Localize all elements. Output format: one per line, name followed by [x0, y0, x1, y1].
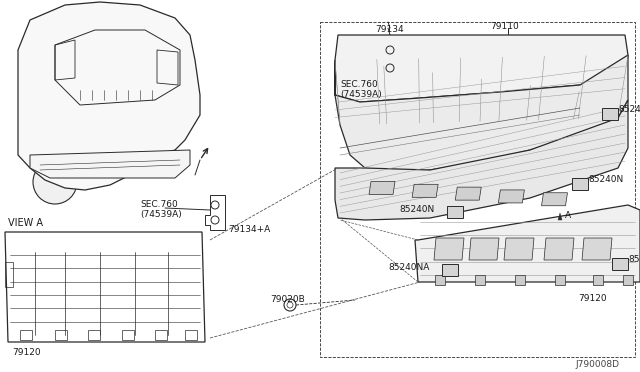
- Polygon shape: [602, 108, 618, 120]
- Polygon shape: [499, 190, 524, 203]
- Polygon shape: [593, 275, 603, 285]
- Text: 79120: 79120: [578, 294, 607, 303]
- Polygon shape: [447, 206, 463, 218]
- Polygon shape: [442, 264, 458, 276]
- Polygon shape: [544, 238, 574, 260]
- Polygon shape: [623, 275, 633, 285]
- Text: 79134+A: 79134+A: [228, 225, 270, 234]
- Polygon shape: [572, 178, 588, 190]
- Text: J790008D: J790008D: [575, 360, 619, 369]
- Polygon shape: [469, 238, 499, 260]
- Polygon shape: [30, 150, 190, 178]
- Text: 85240N: 85240N: [400, 205, 435, 214]
- Polygon shape: [335, 55, 628, 175]
- Bar: [320, 22, 635, 357]
- Text: 85240N: 85240N: [588, 175, 623, 184]
- Polygon shape: [515, 275, 525, 285]
- Polygon shape: [582, 238, 612, 260]
- Bar: [185, 330, 197, 340]
- Bar: [155, 330, 167, 340]
- Polygon shape: [558, 213, 562, 220]
- Polygon shape: [412, 184, 438, 197]
- Text: VIEW A: VIEW A: [8, 218, 43, 228]
- Text: 85240NA: 85240NA: [388, 263, 430, 272]
- Bar: [5, 262, 13, 287]
- Bar: [88, 330, 100, 340]
- Text: SEC.760: SEC.760: [340, 80, 378, 89]
- Polygon shape: [555, 275, 565, 285]
- Polygon shape: [435, 275, 445, 285]
- Polygon shape: [415, 205, 640, 282]
- Polygon shape: [335, 100, 628, 220]
- Circle shape: [33, 160, 77, 204]
- Polygon shape: [475, 275, 485, 285]
- Bar: [20, 330, 32, 340]
- Bar: [122, 330, 134, 340]
- Text: 79134: 79134: [375, 25, 404, 34]
- Text: 85240NA: 85240NA: [628, 255, 640, 264]
- Text: (74539A): (74539A): [340, 90, 381, 99]
- Polygon shape: [18, 2, 200, 190]
- Text: 85240N: 85240N: [618, 105, 640, 114]
- Polygon shape: [541, 193, 568, 206]
- Text: SEC.760: SEC.760: [140, 200, 178, 209]
- Polygon shape: [369, 182, 395, 195]
- Text: 79120: 79120: [12, 348, 40, 357]
- Polygon shape: [455, 187, 481, 200]
- Text: (74539A): (74539A): [140, 210, 182, 219]
- Polygon shape: [335, 35, 628, 102]
- Bar: [55, 330, 67, 340]
- Polygon shape: [612, 258, 628, 270]
- Polygon shape: [434, 238, 464, 260]
- Text: 79020B: 79020B: [270, 295, 305, 304]
- Text: A: A: [565, 211, 571, 219]
- Text: 79110: 79110: [490, 22, 519, 31]
- Polygon shape: [504, 238, 534, 260]
